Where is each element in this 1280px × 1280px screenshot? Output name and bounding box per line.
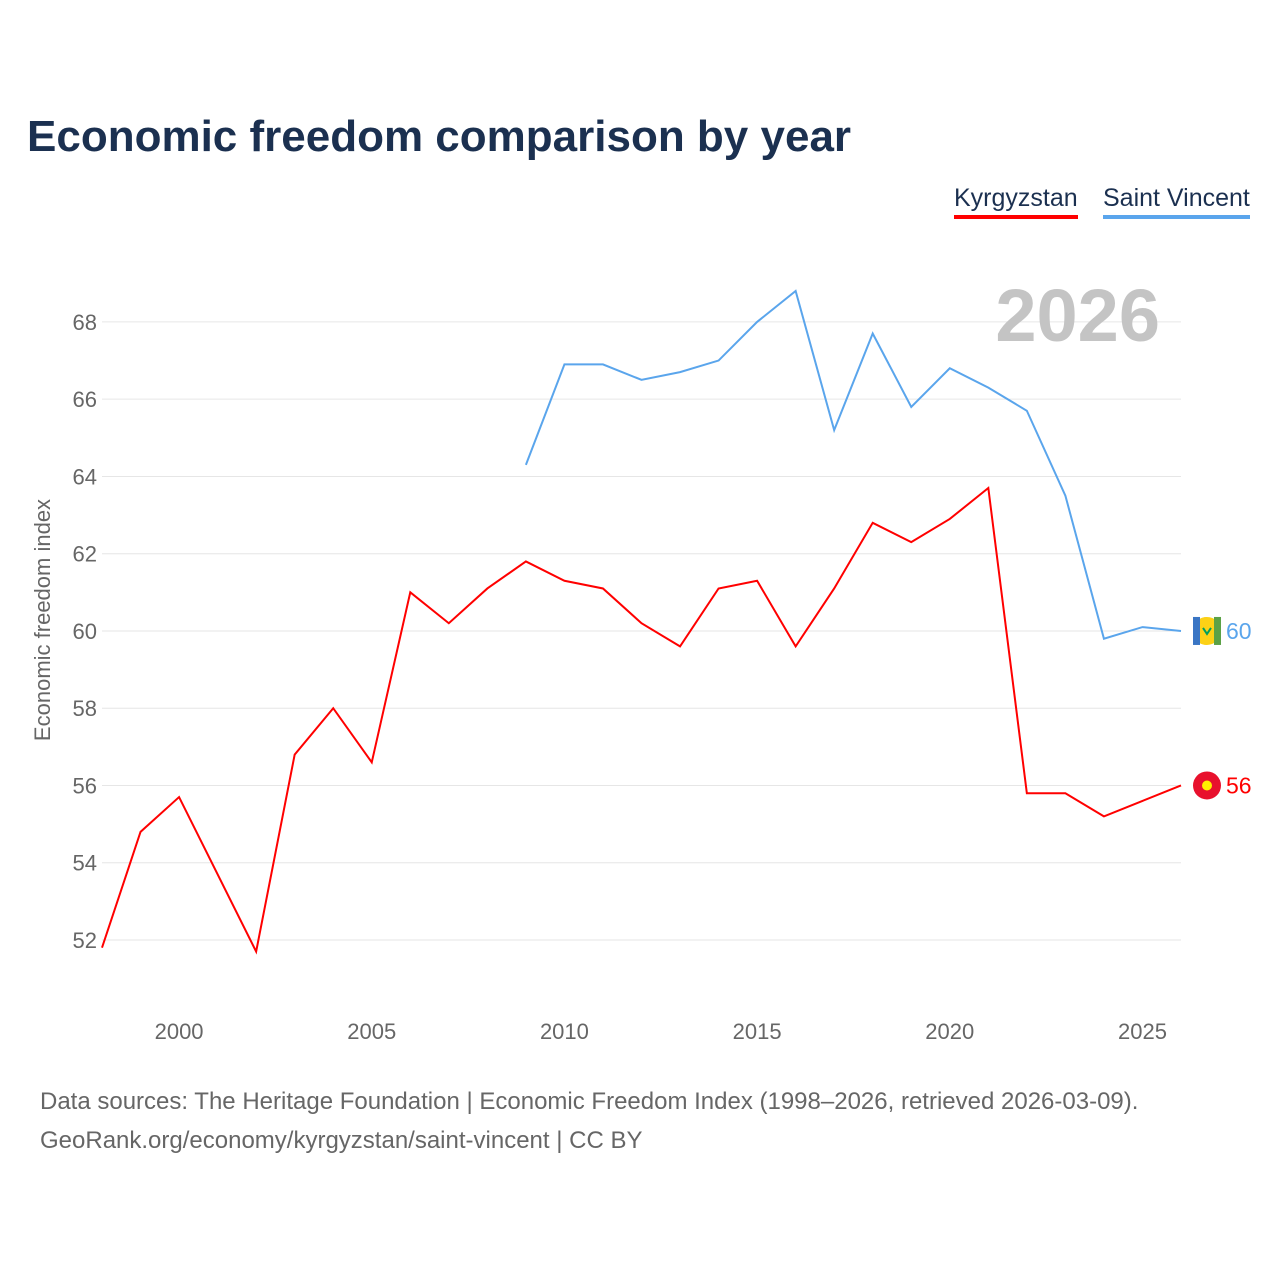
y-axis-label: Economic freedom index	[30, 499, 55, 741]
chart-title: Economic freedom comparison by year	[27, 112, 852, 161]
x-tick-label: 2010	[540, 1019, 589, 1044]
end-value-label: 60	[1226, 618, 1252, 644]
footer-sources: Data sources: The Heritage Foundation | …	[40, 1088, 1139, 1115]
x-tick-label: 2005	[347, 1019, 396, 1044]
year-watermark: 2026	[995, 274, 1160, 357]
x-tick-label: 2020	[925, 1019, 974, 1044]
x-tick-label: 2000	[155, 1019, 204, 1044]
footer-link[interactable]: GeoRank.org/economy/kyrgyzstan/saint-vin…	[40, 1127, 643, 1154]
y-tick-label: 54	[73, 851, 97, 876]
y-tick-label: 58	[73, 696, 97, 721]
x-tick-label: 2015	[733, 1019, 782, 1044]
series-line-saint-vincent[interactable]	[524, 289, 1182, 640]
saint-vincent-flag-icon	[1193, 616, 1221, 645]
y-tick-label: 52	[73, 928, 97, 953]
end-value-label: 56	[1226, 772, 1252, 798]
y-tick-label: 66	[73, 387, 97, 412]
y-tick-label: 56	[73, 773, 97, 798]
y-tick-label: 62	[73, 542, 97, 567]
y-tick-label: 64	[73, 464, 97, 489]
legend-kyrgyzstan[interactable]: Kyrgyzstan	[954, 184, 1078, 219]
series-line-kyrgyzstan[interactable]	[101, 486, 1182, 955]
kyrgyzstan-flag-icon	[1193, 771, 1221, 800]
y-tick-label: 60	[73, 619, 97, 644]
legend-saint-vincent[interactable]: Saint Vincent	[1103, 184, 1250, 219]
x-tick-label: 2025	[1118, 1019, 1167, 1044]
y-tick-label: 68	[73, 310, 97, 335]
